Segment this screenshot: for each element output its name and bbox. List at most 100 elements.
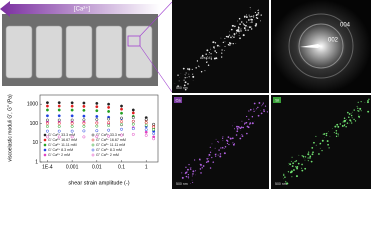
speckle xyxy=(351,111,353,113)
data-point xyxy=(57,104,61,108)
speckle xyxy=(211,143,213,145)
speckle xyxy=(248,19,250,21)
data-point xyxy=(95,124,99,128)
speckles xyxy=(174,7,370,185)
speckle xyxy=(188,164,190,166)
speckle xyxy=(325,134,328,137)
data-point xyxy=(82,108,86,112)
speckle xyxy=(258,102,261,104)
speckle xyxy=(188,76,190,78)
data-point xyxy=(82,114,86,118)
speckle xyxy=(315,144,317,146)
speckle xyxy=(243,27,246,29)
speckle xyxy=(222,137,224,139)
speckle xyxy=(240,28,242,29)
data-point xyxy=(120,127,123,131)
speckle xyxy=(233,36,235,39)
speckle xyxy=(337,133,339,135)
speckle xyxy=(296,167,299,170)
speckle xyxy=(245,16,248,18)
speckle xyxy=(358,115,360,118)
speckle xyxy=(289,163,292,166)
speckle xyxy=(201,54,203,56)
speckle xyxy=(247,26,249,28)
speckle xyxy=(245,24,247,27)
speckle xyxy=(231,24,234,27)
y-tick-label: 100 xyxy=(30,121,39,127)
speckle xyxy=(283,174,285,176)
legend-marker xyxy=(91,148,95,152)
speckle xyxy=(246,115,248,118)
speckle xyxy=(239,33,240,34)
speckle xyxy=(215,155,217,157)
speckle xyxy=(218,141,220,143)
diffraction-ring xyxy=(288,13,354,79)
speckle xyxy=(199,168,202,170)
speckle xyxy=(181,176,184,179)
speckle xyxy=(234,25,236,28)
speckle xyxy=(243,15,246,18)
speckle xyxy=(206,49,209,52)
speckle xyxy=(231,35,233,37)
data-point xyxy=(70,129,74,133)
speckle xyxy=(184,74,186,75)
speckle xyxy=(304,159,306,161)
speckle xyxy=(283,173,285,175)
speckle xyxy=(307,160,309,162)
speckle xyxy=(257,9,259,12)
data-point xyxy=(95,121,99,125)
speckle xyxy=(288,162,290,164)
data-point xyxy=(144,123,148,127)
speckle xyxy=(195,174,197,176)
data-point xyxy=(120,120,123,124)
legend-label: G' Ca²⁺ 33.3 mM xyxy=(48,133,75,137)
speckle xyxy=(242,34,245,37)
data-point xyxy=(82,101,86,105)
speckle xyxy=(345,126,347,128)
speckle xyxy=(310,160,313,163)
x-tick-label: 0.01 xyxy=(92,164,102,170)
speckle xyxy=(184,173,186,175)
speckle xyxy=(185,166,187,168)
speckle xyxy=(177,85,179,87)
speckle xyxy=(360,108,361,109)
speckle xyxy=(348,113,351,115)
speckle xyxy=(329,135,331,137)
data-point xyxy=(70,104,74,108)
speckle xyxy=(261,105,263,106)
speckle xyxy=(260,110,262,111)
data-point xyxy=(57,124,61,128)
data-point xyxy=(107,124,111,127)
ring-label: 004 xyxy=(340,23,351,29)
speckle xyxy=(328,131,330,132)
speckle xyxy=(250,26,252,28)
speckle xyxy=(335,135,338,138)
data-point xyxy=(131,122,135,126)
speckle xyxy=(214,50,216,52)
speckle xyxy=(257,12,260,14)
legend-marker xyxy=(43,148,47,152)
speckle xyxy=(220,56,223,58)
speckle xyxy=(220,37,222,39)
speckle xyxy=(192,170,195,173)
speckle xyxy=(198,66,200,68)
data-point xyxy=(120,104,123,108)
data-point xyxy=(57,114,61,118)
speckle xyxy=(298,154,300,156)
speckle xyxy=(253,110,255,112)
speckle xyxy=(202,165,205,167)
speckle xyxy=(215,138,217,140)
figure: [Ca²⁺] Area #1 500 nm 004 002 Ca 500 nm … xyxy=(0,0,371,189)
tem-image xyxy=(172,0,269,93)
speckle xyxy=(263,110,266,113)
speckle xyxy=(253,17,255,18)
speckle xyxy=(257,106,259,109)
speckle xyxy=(186,77,188,78)
legend-label: G'' Ca²⁺ 16.67 mM xyxy=(96,138,126,142)
x-axis-title: shear strain amplitude (-) xyxy=(68,180,129,186)
speckle xyxy=(244,122,246,125)
x-tick-label: 0.1 xyxy=(118,164,125,170)
speckle xyxy=(237,26,240,28)
speckle xyxy=(206,158,209,160)
y-axis-title: viscoelastic moduli G', G'' (Pa) xyxy=(7,94,13,162)
